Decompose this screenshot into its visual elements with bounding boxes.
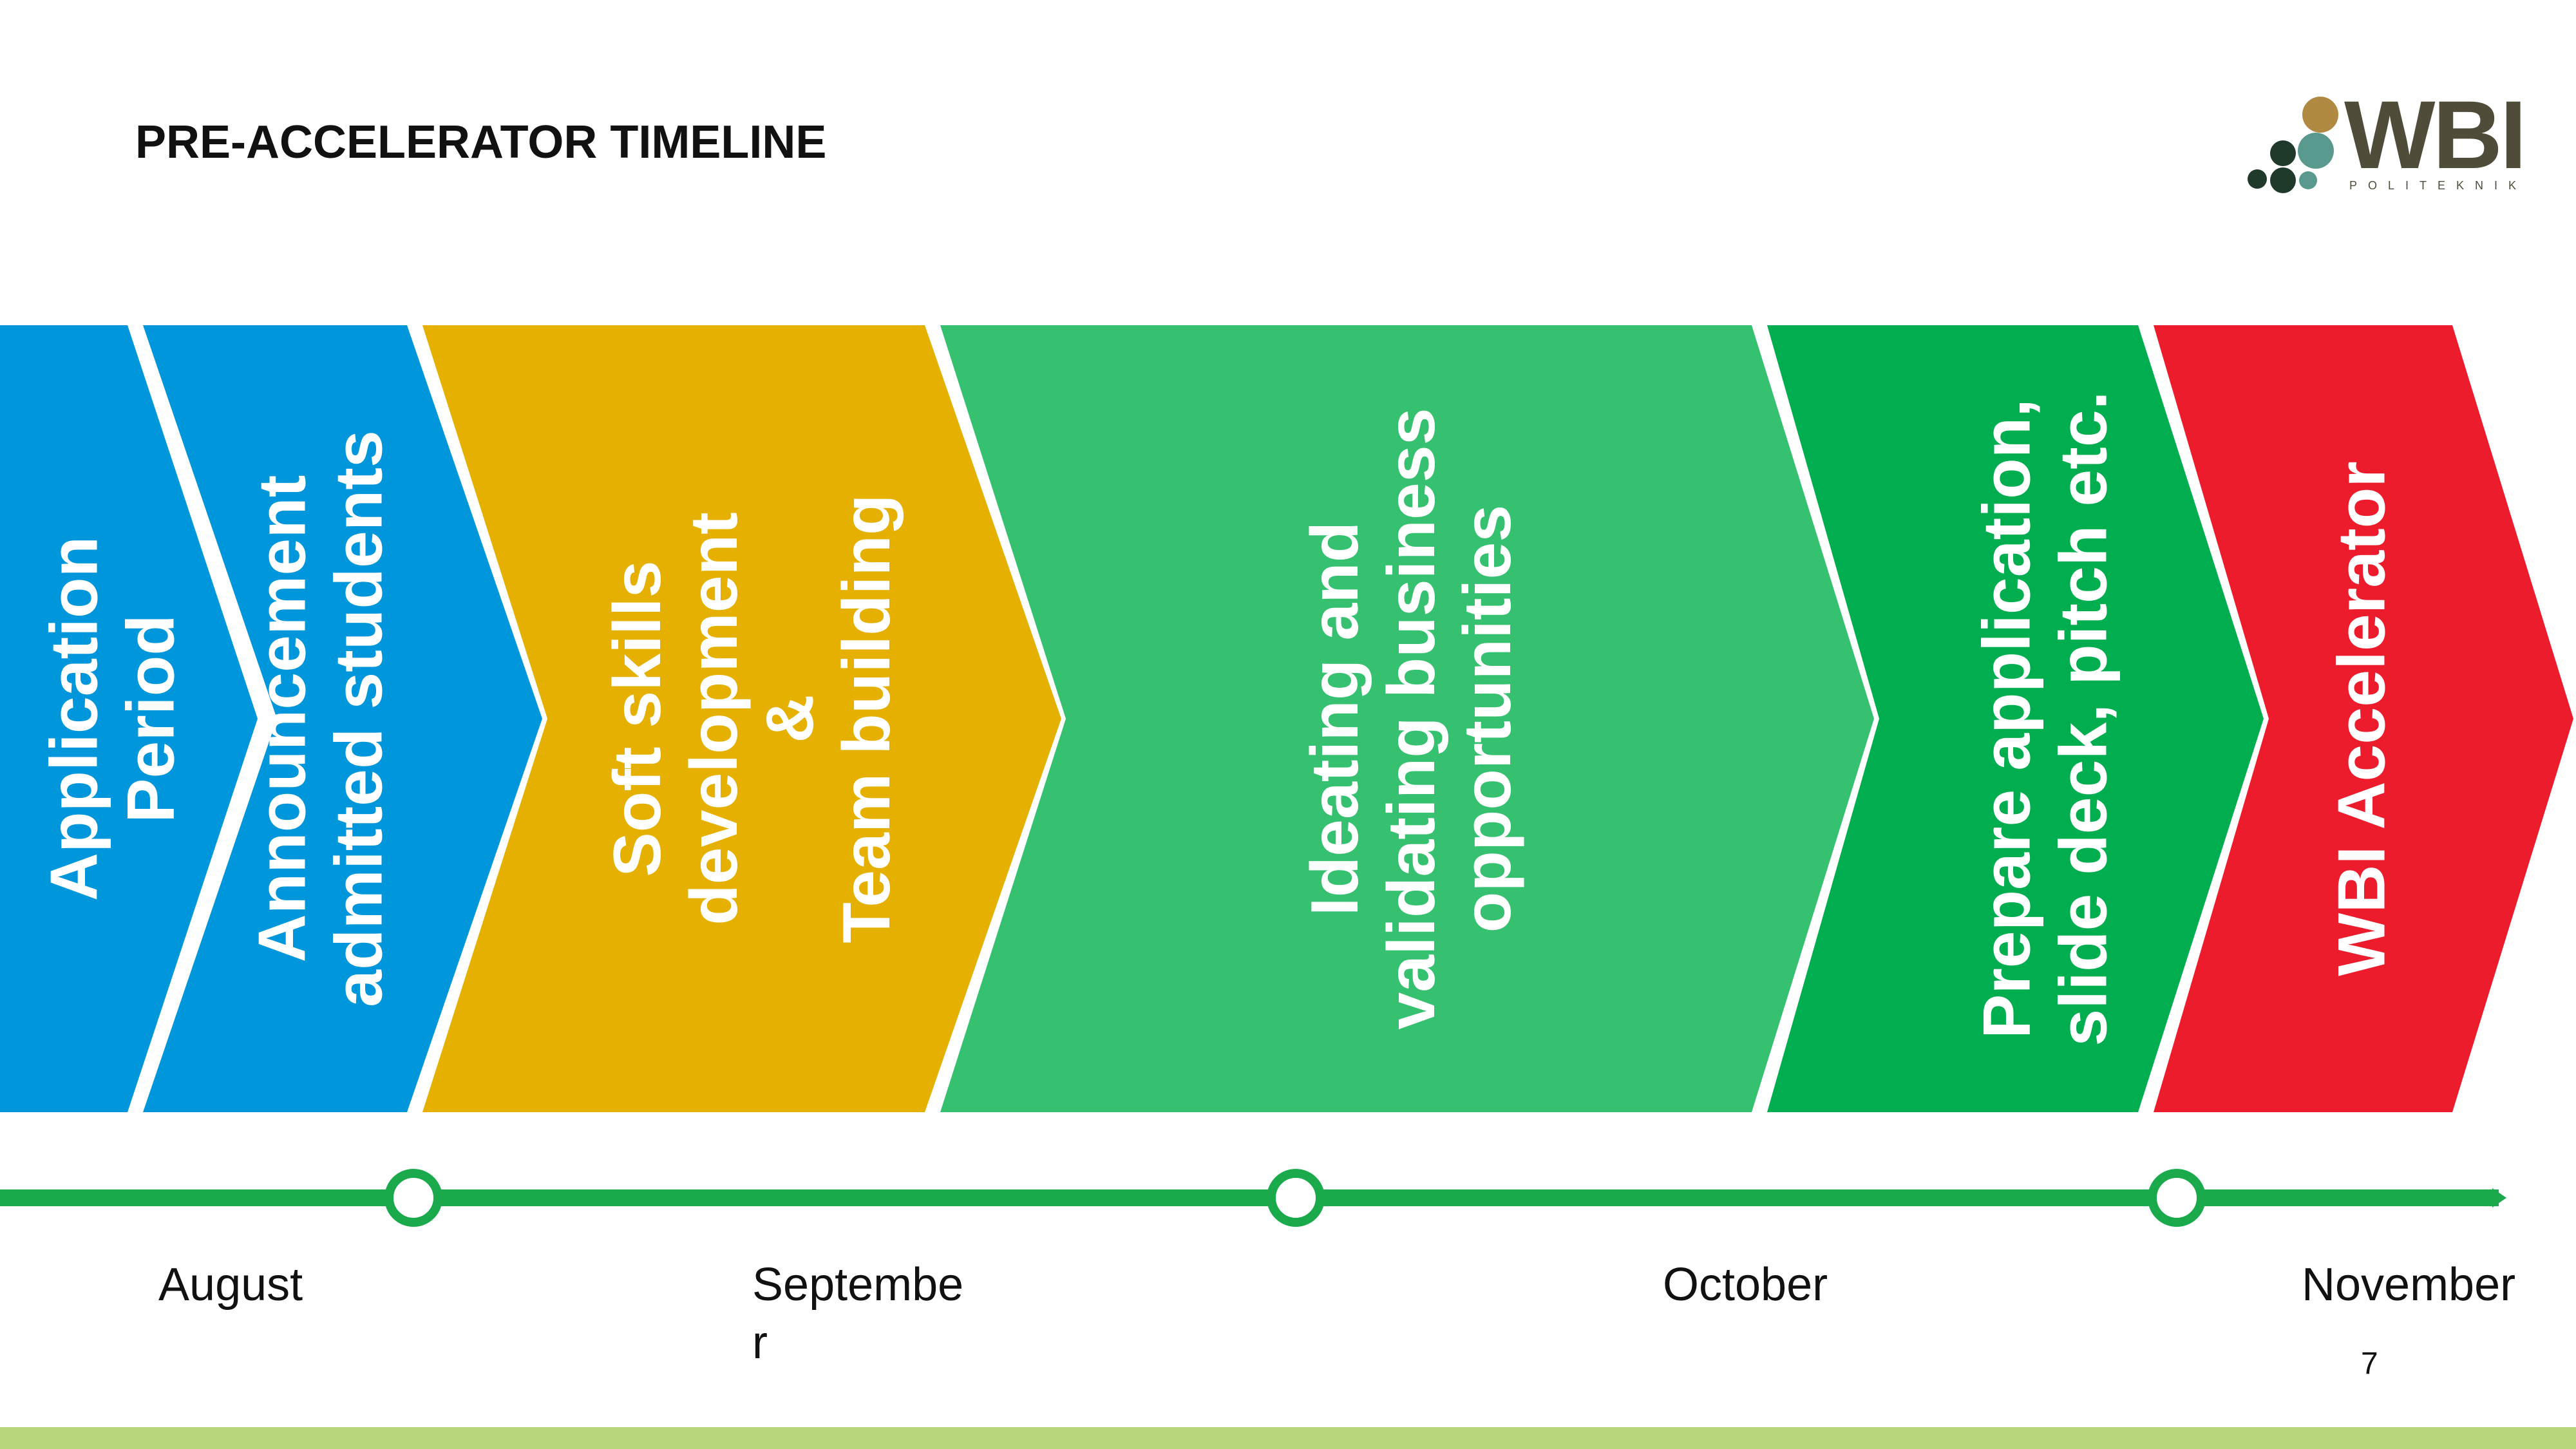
wbi-logo: WBI POLITEKNIK <box>2241 86 2528 206</box>
page-number: 7 <box>2361 1347 2378 1381</box>
phase-chevron-4 <box>940 325 1874 1112</box>
logo-dot-teal-small <box>2299 171 2317 189</box>
logo-dot-dark-mid <box>2270 167 2296 193</box>
logo-dot-brown <box>2302 97 2338 133</box>
month-label-3: October <box>1663 1259 1828 1311</box>
logo-dot-dark-small <box>2248 169 2267 189</box>
logo-text: WBI <box>2344 80 2527 189</box>
month-label-4: November <box>2302 1259 2516 1311</box>
timeline-marker-1 <box>384 1169 442 1227</box>
phase-chevron-2 <box>143 325 542 1112</box>
bottom-band <box>0 1427 2576 1449</box>
phase-chevron-1 <box>0 325 258 1112</box>
phase-chevron-3 <box>422 325 1061 1112</box>
phase-chevron-6 <box>2154 325 2573 1112</box>
logo-dot-dark <box>2270 140 2296 166</box>
phase-label-2: Announcement admitted students <box>245 430 396 1007</box>
timeline-arrow-tip <box>2492 1188 2506 1208</box>
phase-label-4: Ideating and validating business opportu… <box>1298 408 1526 1030</box>
phase-label-1: Application Period <box>37 536 188 902</box>
logo-dot-teal <box>2298 133 2334 169</box>
phase-chevron-5 <box>1767 325 2264 1112</box>
month-label-2: Septembe r <box>752 1259 964 1368</box>
phase-label-6: WBI Accelerator <box>2324 461 2400 976</box>
timeline-marker-2 <box>1267 1169 1325 1227</box>
month-label-1: August <box>158 1259 303 1311</box>
phase-label-5: Prepare application, slide deck, pitch e… <box>1969 391 2121 1046</box>
timeline-marker-3 <box>2148 1169 2206 1227</box>
slide-title: PRE-ACCELERATOR TIMELINE <box>135 117 827 168</box>
phase-label-3: Soft skills development & Team building <box>600 494 904 943</box>
logo-subtext: POLITEKNIK <box>2349 179 2528 192</box>
